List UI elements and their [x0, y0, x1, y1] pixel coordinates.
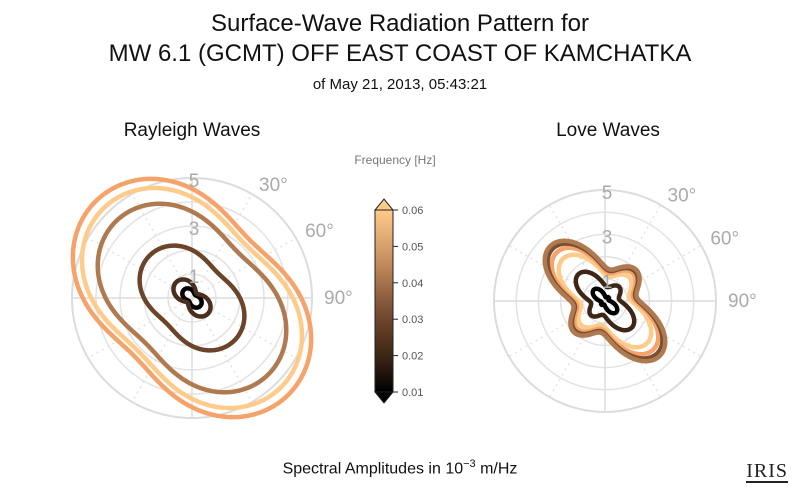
series-curve-0.05 — [79, 185, 305, 411]
chart-subtitle: of May 21, 2013, 05:43:21 — [312, 76, 488, 93]
angle-tick-label: 90° — [728, 291, 757, 312]
angle-tick-label: 60° — [305, 221, 334, 242]
radial-tick-label: 5 — [189, 171, 200, 192]
series-curve-0.06 — [542, 238, 668, 364]
angle-tick-label: 30° — [668, 186, 697, 207]
radial-tick-label: 1 — [602, 272, 613, 293]
love-panel-title: Love Waves — [556, 120, 660, 141]
colorbar-label: Frequency [Hz] — [354, 153, 436, 167]
colorbar-tick-label: 0.05 — [402, 241, 423, 253]
colorbar-tick-label: 0.06 — [402, 205, 423, 217]
rayleigh-polar-axes: 1 3 5 30° 60° 90° — [70, 171, 353, 420]
polar-spoke — [87, 297, 193, 359]
amplitude-units-label: Spectral Amplitudes in 10−3 m/Hz — [282, 458, 518, 478]
angle-tick-label: 30° — [259, 175, 288, 196]
frequency-colorbar: 0.01 0.02 0.03 0.04 0.05 0.06 — [373, 198, 423, 404]
angle-tick-label: 60° — [710, 229, 739, 250]
polar-spoke — [191, 237, 297, 299]
radial-tick-label: 5 — [602, 183, 613, 204]
colorbar-tick-label: 0.03 — [402, 314, 423, 326]
radial-tick-label: 3 — [189, 219, 200, 240]
series-curve-0.02 — [573, 269, 637, 333]
polar-spoke — [191, 193, 253, 299]
colorbar-extend-top — [373, 198, 395, 211]
colorbar-tick-label: 0.01 — [402, 387, 423, 399]
radial-tick-label: 3 — [602, 227, 613, 248]
colorbar-extend-bottom — [373, 391, 395, 404]
series-curve-0.03 — [556, 252, 654, 350]
series-curve-0.04 — [95, 201, 289, 395]
chart-title-line1: Surface-Wave Radiation Pattern for — [211, 10, 589, 37]
colorbar-gradient — [374, 209, 394, 393]
colorbar-tick-label: 0.02 — [402, 351, 423, 363]
series-curve-0.06 — [70, 176, 314, 420]
iris-logo: IRIS — [746, 460, 788, 483]
colorbar-tick-label: 0.04 — [402, 278, 423, 290]
polar-spoke — [131, 297, 193, 403]
angle-tick-label: 90° — [324, 288, 353, 309]
rayleigh-panel-title: Rayleigh Waves — [123, 120, 261, 141]
love-polar-axes: 1 3 5 30° 60° 90° — [493, 183, 757, 413]
series-curve-0.03 — [137, 243, 247, 353]
chart-title-line2: MW 6.1 (GCMT) OFF EAST COAST OF KAMCHATK… — [108, 40, 692, 67]
series-curve-0.02 — [171, 277, 213, 319]
radial-tick-label: 1 — [189, 267, 200, 288]
series-curve-0.01 — [590, 286, 620, 316]
